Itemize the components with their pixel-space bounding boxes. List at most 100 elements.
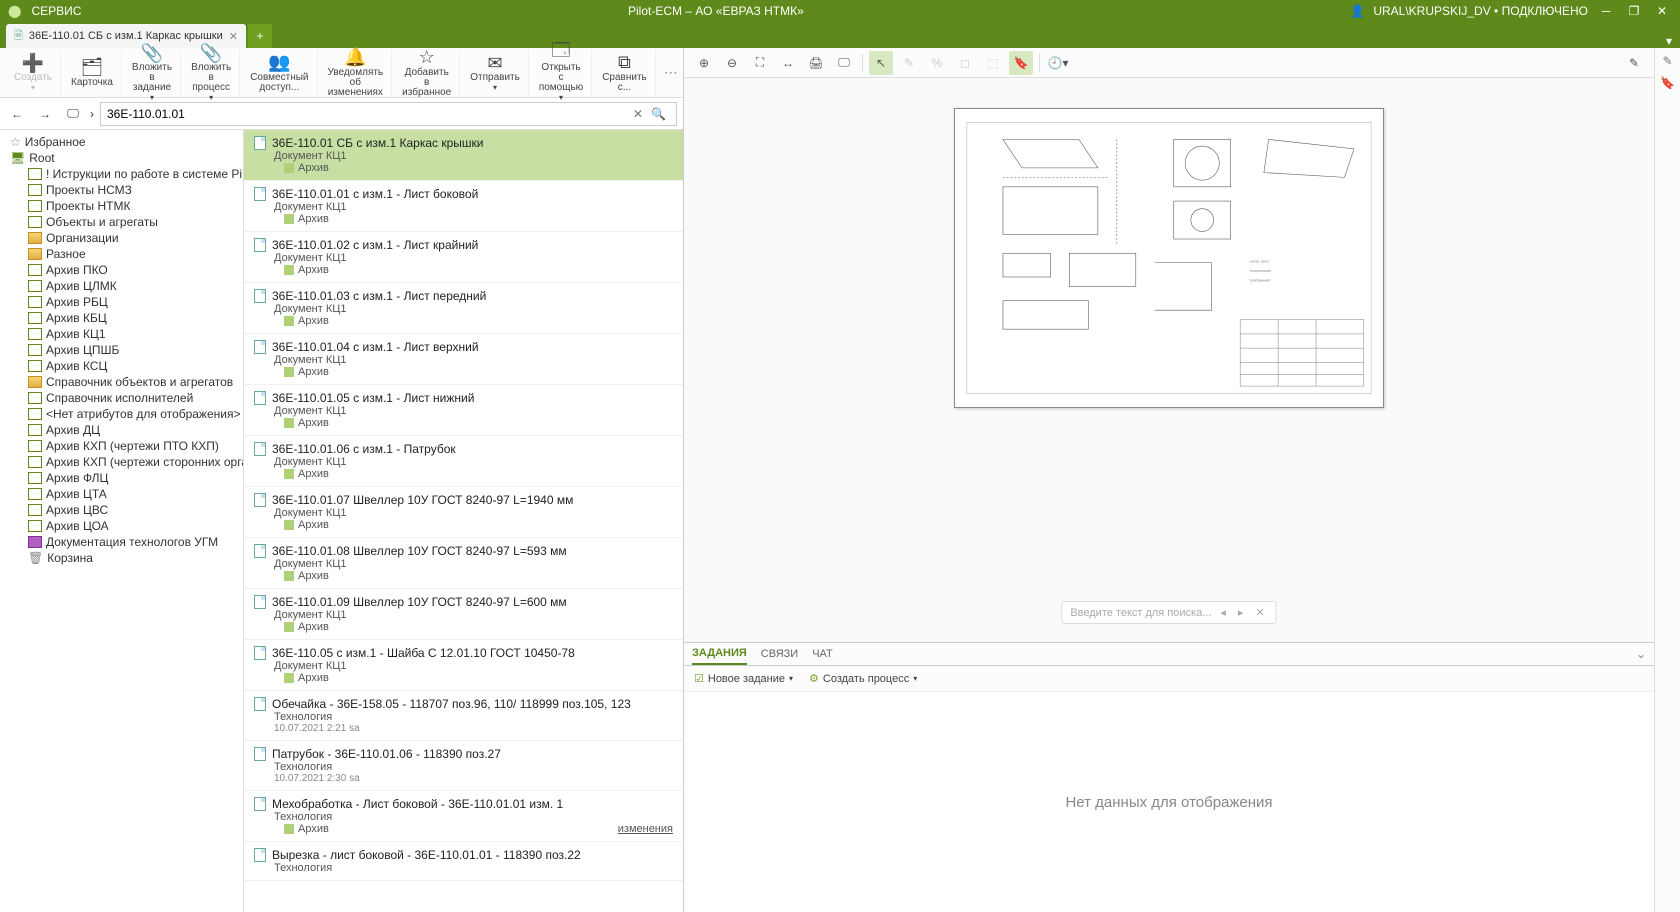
tree-item[interactable]: Проекты НТМК: [0, 198, 243, 214]
tree-item[interactable]: Разное: [0, 246, 243, 262]
document-item[interactable]: 36Е-110.01.04 с изм.1 - Лист верхнийДоку…: [244, 334, 683, 385]
fullscreen-button[interactable]: 🖵: [832, 51, 856, 75]
tree-item[interactable]: 🗑Корзина: [0, 550, 243, 566]
close-button[interactable]: ✕: [1652, 1, 1672, 21]
minimize-button[interactable]: ─: [1596, 1, 1616, 21]
fit-width-button[interactable]: ↔: [776, 51, 800, 75]
tree-item[interactable]: Архив ПКО: [0, 262, 243, 278]
print-button[interactable]: 🖨: [804, 51, 828, 75]
document-item[interactable]: Вырезка - лист боковой - 36Е-110.01.01 -…: [244, 842, 683, 881]
tree-item[interactable]: Документация технологов УГМ: [0, 534, 243, 550]
tree-item[interactable]: Архив КБЦ: [0, 310, 243, 326]
document-item[interactable]: 36Е-110.01 СБ с изм.1 Каркас крышкиДокум…: [244, 130, 683, 181]
tree-item[interactable]: Организации: [0, 230, 243, 246]
tree-item[interactable]: Архив ФЛЦ: [0, 470, 243, 486]
fit-button[interactable]: ⛶: [748, 51, 772, 75]
history-button[interactable]: 🕘▾: [1046, 51, 1070, 75]
notify-button[interactable]: 🔔Уведомлять об изменениях: [320, 50, 393, 96]
tree-item[interactable]: Архив РБЦ: [0, 294, 243, 310]
send-button[interactable]: ✉Отправить▾: [462, 50, 529, 96]
document-item[interactable]: Обечайка - 36Е-158.05 - 118707 поз.96, 1…: [244, 691, 683, 741]
create-button[interactable]: ➕Создать▾: [6, 50, 61, 96]
zoom-out-button[interactable]: ⊖: [720, 51, 744, 75]
document-item[interactable]: 36Е-110.01.09 Швеллер 10У ГОСТ 8240-97 L…: [244, 589, 683, 640]
tab-close-icon[interactable]: ✕: [229, 30, 238, 43]
tree-item[interactable]: Архив ЦПШБ: [0, 342, 243, 358]
document-item[interactable]: 36Е-110.01.05 с изм.1 - Лист нижнийДокум…: [244, 385, 683, 436]
tool-c[interactable]: ◻: [953, 51, 977, 75]
side-bookmark-icon[interactable]: 🔖: [1660, 76, 1675, 90]
tree-item[interactable]: Архив КСЦ: [0, 358, 243, 374]
tree-root[interactable]: 🖥Root: [0, 150, 243, 166]
doc-title: 36Е-110.01.03 с изм.1 - Лист передний: [272, 289, 486, 303]
tree-item[interactable]: Объекты и агрегаты: [0, 214, 243, 230]
bookmark-button[interactable]: 🔖: [1009, 51, 1033, 75]
shared-access-button[interactable]: 👥Совместный доступ...: [242, 50, 317, 96]
page-close-button[interactable]: ✕: [1252, 606, 1267, 619]
create-process-button[interactable]: ⚙Создать процесс▾: [809, 672, 917, 685]
favorite-button[interactable]: ☆Добавить в избранное: [394, 50, 460, 96]
clear-icon[interactable]: ✕: [629, 107, 647, 121]
nav-home-button[interactable]: 🖵: [62, 103, 84, 125]
page-search-placeholder[interactable]: Введите текст для поиска...: [1070, 607, 1211, 619]
toolbar-overflow-button[interactable]: ⋯: [658, 64, 684, 81]
maximize-button[interactable]: ❐: [1624, 1, 1644, 21]
document-item[interactable]: 36Е-110.01.07 Швеллер 10У ГОСТ 8240-97 L…: [244, 487, 683, 538]
tool-a[interactable]: ✎: [897, 51, 921, 75]
tree-item[interactable]: Архив ЦВС: [0, 502, 243, 518]
new-task-button[interactable]: ☑Новое задание▾: [694, 672, 793, 685]
service-menu[interactable]: СЕРВИС: [31, 4, 81, 18]
document-item[interactable]: Мехобработка - Лист боковой - 36Е-110.01…: [244, 791, 683, 842]
document-item[interactable]: 36Е-110.01.02 с изм.1 - Лист крайнийДоку…: [244, 232, 683, 283]
attach-task-button[interactable]: 📎Вложить в задание▾: [124, 50, 181, 96]
search-icon[interactable]: 🔍: [647, 107, 670, 121]
document-item[interactable]: 36Е-110.01.06 с изм.1 - ПатрубокДокумент…: [244, 436, 683, 487]
page-next-button[interactable]: ▸: [1235, 606, 1247, 619]
tab-tasks[interactable]: ЗАДАНИЯ: [692, 643, 747, 665]
tree-item[interactable]: Архив ДЦ: [0, 422, 243, 438]
tree-label: Архив КСЦ: [46, 359, 107, 373]
document-item[interactable]: Патрубок - 36Е-110.01.06 - 118390 поз.27…: [244, 741, 683, 791]
document-item[interactable]: 36Е-110.01.03 с изм.1 - Лист переднийДок…: [244, 283, 683, 334]
tree-item[interactable]: <Нет атрибутов для отображения>: [0, 406, 243, 422]
page-prev-button[interactable]: ◂: [1217, 606, 1229, 619]
tree-item[interactable]: Архив ЦЛМК: [0, 278, 243, 294]
tool-d[interactable]: ⬚: [981, 51, 1005, 75]
tab-menu-icon[interactable]: ▾: [1658, 34, 1680, 48]
tree-item[interactable]: Архив ЦТА: [0, 486, 243, 502]
tab-links[interactable]: СВЯЗИ: [761, 644, 798, 664]
attach-process-button[interactable]: 📎Вложить в процесс▾: [183, 50, 240, 96]
document-icon: [254, 646, 266, 660]
tree-item[interactable]: Справочник объектов и агрегатов: [0, 374, 243, 390]
doc-tag: Архив: [284, 519, 673, 531]
side-edit-icon[interactable]: ✎: [1662, 54, 1672, 68]
tree-item[interactable]: Архив КХП (чертежи ПТО КХП): [0, 438, 243, 454]
tree-item[interactable]: Архив ЦОА: [0, 518, 243, 534]
zoom-in-button[interactable]: ⊕: [692, 51, 716, 75]
tree-item[interactable]: Справочник исполнителей: [0, 390, 243, 406]
cursor-button[interactable]: ↖: [869, 51, 893, 75]
tree-item[interactable]: Архив КХП (чертежи сторонних организац..…: [0, 454, 243, 470]
tab-chat[interactable]: ЧАТ: [812, 644, 833, 664]
card-button[interactable]: 🗂Карточка: [63, 50, 122, 96]
add-tab-button[interactable]: +: [248, 24, 272, 48]
nav-forward-button[interactable]: →: [34, 103, 56, 125]
collapse-button[interactable]: ⌄: [1636, 647, 1646, 661]
open-with-button[interactable]: 🗔Открыть с помощью▾: [531, 50, 592, 96]
nav-back-button[interactable]: ←: [6, 103, 28, 125]
tool-b[interactable]: %: [925, 51, 949, 75]
compare-button[interactable]: ⧉Сравнить с...: [594, 50, 656, 96]
tree-item[interactable]: ! Иструкции по работе в системе Pilot: [0, 166, 243, 182]
tree-item[interactable]: Проекты НСМЗ: [0, 182, 243, 198]
doc-subtitle: Документ КЦ1: [274, 201, 673, 213]
tree-favorites[interactable]: ☆Избранное: [0, 134, 243, 150]
tree-item[interactable]: Архив КЦ1: [0, 326, 243, 342]
document-item[interactable]: 36Е-110.05 с изм.1 - Шайба С 12.01.10 ГО…: [244, 640, 683, 691]
doc-subtitle: Документ КЦ1: [274, 609, 673, 621]
path-input[interactable]: [107, 107, 629, 121]
document-item[interactable]: 36Е-110.01.08 Швеллер 10У ГОСТ 8240-97 L…: [244, 538, 683, 589]
changes-link[interactable]: изменения: [618, 823, 673, 835]
edit-button[interactable]: ✎: [1622, 51, 1646, 75]
document-item[interactable]: 36Е-110.01.01 с изм.1 - Лист боковойДоку…: [244, 181, 683, 232]
drawing-viewer[interactable]: нотес текст технические требования Введи…: [684, 78, 1654, 642]
